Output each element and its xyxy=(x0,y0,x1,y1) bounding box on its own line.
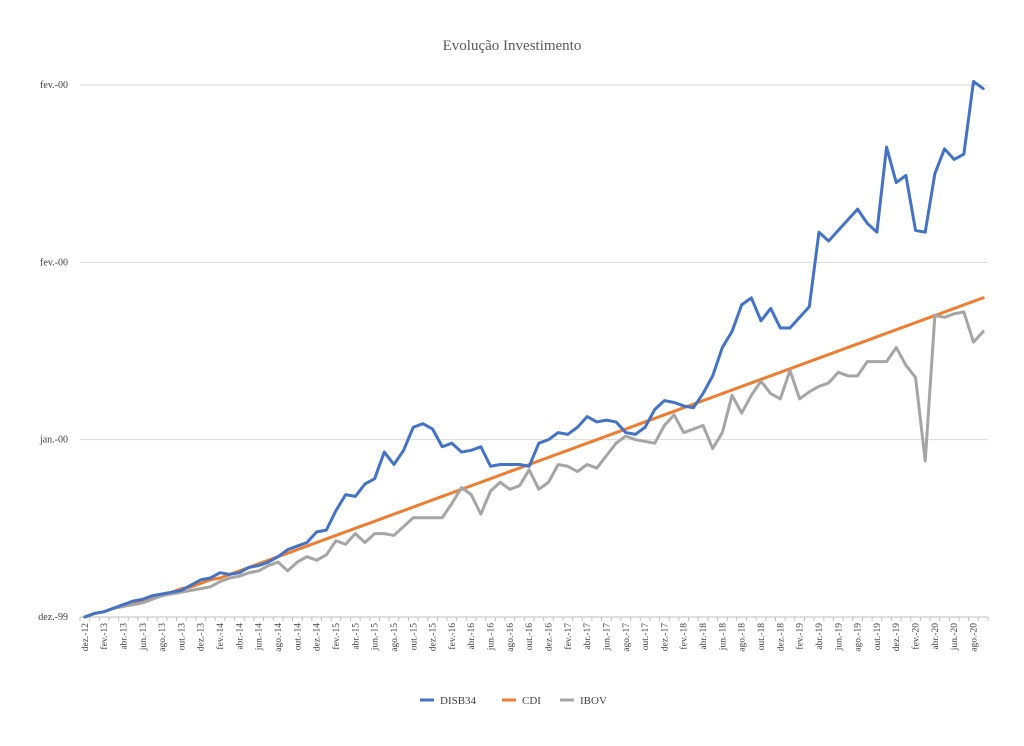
x-tick-label: abr.-19 xyxy=(815,623,825,650)
x-tick-label: out.-14 xyxy=(293,623,303,650)
series-lines xyxy=(83,79,985,619)
x-tick-label: fev.-16 xyxy=(447,623,458,650)
x-tick-label: fev.-13 xyxy=(99,623,110,650)
x-tick-label: dez.-13 xyxy=(197,623,207,651)
x-tick-label: abr.-13 xyxy=(119,623,129,650)
x-tick-label: fev.-15 xyxy=(331,623,342,650)
x-tick-label: ago.-19 xyxy=(854,623,864,652)
legend-label-cdi: CDI xyxy=(522,695,541,707)
x-axis xyxy=(79,616,989,621)
series-line-disb34 xyxy=(83,79,985,619)
x-tick-label: abr.-14 xyxy=(235,623,245,650)
x-tick-label: fev.-14 xyxy=(215,623,226,650)
x-tick-label: out.-19 xyxy=(873,623,883,650)
x-tick-label: ago.-15 xyxy=(390,623,400,652)
x-tick-label: out.-18 xyxy=(757,623,767,650)
x-tick-label: fev.-18 xyxy=(679,623,690,650)
legend-label-disb34: DISB34 xyxy=(440,695,477,707)
x-tick-label: out.-16 xyxy=(525,623,535,650)
x-tick-label: dez.-19 xyxy=(892,623,902,651)
x-tick-label: abr.-18 xyxy=(699,623,709,650)
y-tick-label: fev.-00 xyxy=(40,80,68,91)
y-tick-label: fev.-00 xyxy=(40,257,68,268)
x-tick-label: out.-13 xyxy=(177,623,187,650)
x-tick-label: abr.-15 xyxy=(351,623,361,650)
x-tick-label: jun.-18 xyxy=(718,623,728,651)
legend-label-ibov: IBOV xyxy=(580,695,607,707)
x-tick-label: ago.-13 xyxy=(158,623,168,652)
y-tick-label: dez.-99 xyxy=(38,612,68,623)
x-tick-label: abr.-17 xyxy=(583,623,593,650)
x-tick-label: jun.-13 xyxy=(139,623,149,651)
x-axis-tick-labels: dez.-12 fev.-13 abr.-13 jun.-13 ago.-13 out.-… xyxy=(81,623,980,652)
x-tick-label: jun.-20 xyxy=(950,623,960,651)
x-tick-label: fev.-20 xyxy=(911,623,922,650)
x-tick-label: ago.-18 xyxy=(738,623,748,652)
y-tick-label: jan.-00 xyxy=(39,435,68,446)
x-tick-label: jun.-15 xyxy=(371,623,381,651)
chart-title: Evolução Investimento xyxy=(443,38,582,54)
x-tick-label: jun.-16 xyxy=(487,623,497,651)
gridlines xyxy=(80,84,988,441)
x-tick-label: dez.-17 xyxy=(660,623,670,651)
y-axis-tick-labels: dez.-99 jan.-00 fev.-00 fev.-00 xyxy=(38,80,68,623)
x-tick-label: dez.-18 xyxy=(776,623,786,651)
x-tick-label: dez.-12 xyxy=(81,623,91,651)
x-tick-label: ago.-20 xyxy=(970,623,980,652)
x-tick-label: abr.-20 xyxy=(931,623,941,650)
x-tick-label: dez.-16 xyxy=(544,623,554,651)
x-tick-label: ago.-16 xyxy=(506,623,516,652)
x-tick-label: jun.-19 xyxy=(834,623,844,651)
x-tick-label: jun.-14 xyxy=(255,623,265,651)
x-tick-label: ago.-14 xyxy=(274,623,284,652)
x-tick-label: dez.-14 xyxy=(313,623,323,651)
x-tick-label: jun.-17 xyxy=(602,623,612,651)
x-tick-label: out.-17 xyxy=(641,623,651,650)
x-tick-label: fev.-19 xyxy=(795,623,806,650)
x-tick-label: fev.-17 xyxy=(563,623,574,650)
series-line-ibov xyxy=(83,310,985,619)
x-tick-label: out.-15 xyxy=(409,623,419,650)
x-tick-label: ago.-17 xyxy=(622,623,632,652)
legend: DISB34 CDI IBOV xyxy=(420,695,607,707)
x-tick-label: dez.-15 xyxy=(429,623,439,651)
x-tick-label: abr.-16 xyxy=(467,623,477,650)
